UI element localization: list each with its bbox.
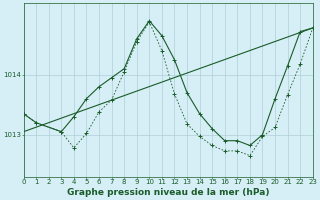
X-axis label: Graphe pression niveau de la mer (hPa): Graphe pression niveau de la mer (hPa) [67,188,269,197]
